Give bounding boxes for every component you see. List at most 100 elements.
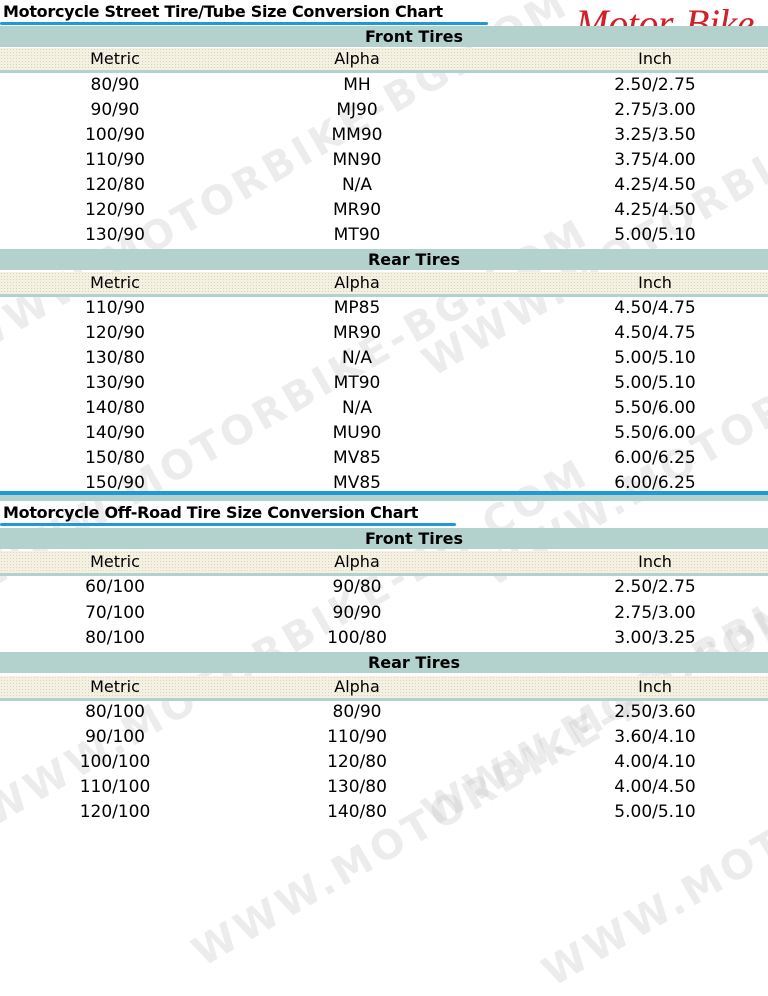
- rear-tires-header: Rear Tires: [0, 249, 768, 270]
- inch-cell: 4.00/4.10: [614, 752, 696, 772]
- metric-cell: 90/100: [85, 727, 145, 747]
- alpha-cell: 100/80: [327, 628, 387, 648]
- table-row: 120/100 140/80 5.00/5.10: [0, 800, 768, 825]
- metric-header: Metric: [90, 49, 140, 68]
- alpha-cell: MR90: [332, 323, 382, 343]
- metric-cell: 80/100: [85, 702, 145, 722]
- metric-cell: 150/90: [85, 473, 145, 493]
- alpha-cell: N/A: [341, 348, 373, 368]
- table-row: 140/80 N/A 5.50/6.00: [0, 396, 768, 421]
- metric-cell: 140/90: [85, 423, 145, 443]
- inch-header: Inch: [638, 552, 672, 571]
- metric-header: Metric: [90, 273, 140, 292]
- alpha-cell: MU90: [332, 423, 382, 443]
- table-row: 120/90 MR90 4.50/4.75: [0, 321, 768, 346]
- inch-header: Inch: [638, 273, 672, 292]
- alpha-cell: N/A: [341, 175, 373, 195]
- inch-header: Inch: [638, 49, 672, 68]
- metric-cell: 70/100: [85, 602, 145, 623]
- inch-cell: 3.75/4.00: [614, 150, 696, 170]
- section-label: Front Tires: [364, 27, 464, 46]
- inch-cell: 2.75/3.00: [614, 100, 696, 120]
- inch-cell: 5.50/6.00: [614, 423, 696, 443]
- metric-cell: 100/100: [79, 752, 151, 772]
- inch-cell: 4.50/4.75: [614, 323, 696, 343]
- section-label: Rear Tires: [367, 250, 461, 269]
- inch-cell: 2.75/3.00: [614, 602, 696, 623]
- metric-cell: 80/90: [90, 75, 140, 95]
- metric-cell: 130/80: [85, 348, 145, 368]
- alpha-header: Alpha: [334, 677, 380, 696]
- metric-cell: 110/90: [85, 150, 145, 170]
- inch-cell: 5.50/6.00: [614, 398, 696, 418]
- section-label: Front Tires: [364, 529, 464, 548]
- table-row: 80/100 80/90 2.50/3.60: [0, 700, 768, 725]
- inch-cell: 5.00/5.10: [614, 348, 696, 368]
- inch-cell: 4.25/4.50: [614, 175, 696, 195]
- metric-cell: 120/80: [85, 175, 145, 195]
- alpha-cell: MR90: [332, 200, 382, 220]
- section-band: [0, 495, 768, 501]
- table-row: 140/90 MU90 5.50/6.00: [0, 421, 768, 446]
- inch-cell: 6.00/6.25: [614, 473, 696, 493]
- metric-cell: 120/90: [85, 200, 145, 220]
- metric-header: Metric: [90, 552, 140, 571]
- table-row: 90/90 MJ90 2.75/3.00: [0, 98, 768, 123]
- metric-cell: 120/90: [85, 323, 145, 343]
- section-label: Rear Tires: [367, 653, 461, 672]
- table-row: 80/90 MH 2.50/2.75: [0, 73, 768, 98]
- inch-cell: 5.00/5.10: [614, 373, 696, 393]
- inch-cell: 3.25/3.50: [614, 125, 696, 145]
- table-row: 70/100 90/90 2.75/3.00: [0, 601, 768, 626]
- alpha-cell: MJ90: [336, 100, 378, 120]
- metric-cell: 80/100: [85, 628, 145, 648]
- alpha-cell: 90/80: [332, 577, 382, 597]
- table-row: 110/90 MN90 3.75/4.00: [0, 148, 768, 173]
- section-divider: [0, 491, 768, 495]
- metric-cell: 130/90: [85, 225, 145, 245]
- alpha-header: Alpha: [334, 273, 380, 292]
- offroad-chart-title: Motorcycle Off-Road Tire Size Conversion…: [3, 503, 419, 522]
- front-tires-header: Front Tires: [0, 26, 768, 47]
- inch-cell: 2.50/2.75: [614, 577, 696, 597]
- alpha-header: Alpha: [334, 49, 380, 68]
- table-row: 130/80 N/A 5.00/5.10: [0, 346, 768, 371]
- metric-cell: 100/90: [85, 125, 145, 145]
- metric-cell: 90/90: [90, 100, 140, 120]
- alpha-cell: MM90: [331, 125, 383, 145]
- title-underline: [0, 523, 456, 526]
- metric-cell: 150/80: [85, 448, 145, 468]
- inch-cell: 4.50/4.75: [614, 298, 696, 318]
- alpha-cell: MH: [343, 75, 371, 95]
- table-row: 90/100 110/90 3.60/4.10: [0, 725, 768, 750]
- inch-cell: 3.60/4.10: [614, 727, 696, 747]
- alpha-cell: 80/90: [332, 702, 382, 722]
- alpha-cell: N/A: [341, 398, 373, 418]
- column-headers: Metric Alpha Inch: [0, 676, 768, 701]
- inch-cell: 2.50/2.75: [614, 75, 696, 95]
- inch-cell: 6.00/6.25: [614, 448, 696, 468]
- metric-cell: 110/100: [79, 777, 151, 797]
- inch-header: Inch: [638, 677, 672, 696]
- alpha-cell: MP85: [333, 298, 381, 318]
- title-underline: [0, 22, 488, 25]
- table-row: 110/90 MP85 4.50/4.75: [0, 296, 768, 321]
- table-row: 110/100 130/80 4.00/4.50: [0, 775, 768, 800]
- inch-cell: 5.00/5.10: [614, 225, 696, 245]
- column-headers: Metric Alpha Inch: [0, 272, 768, 297]
- table-row: 130/90 MT90 5.00/5.10: [0, 223, 768, 248]
- metric-cell: 110/90: [85, 298, 145, 318]
- column-headers: Metric Alpha Inch: [0, 551, 768, 576]
- table-row: 60/100 90/80 2.50/2.75: [0, 575, 768, 600]
- table-row: 120/90 MR90 4.25/4.50: [0, 198, 768, 223]
- column-headers: Metric Alpha Inch: [0, 48, 768, 73]
- alpha-cell: 120/80: [327, 752, 387, 772]
- alpha-cell: MN90: [332, 150, 382, 170]
- inch-cell: 4.00/4.50: [614, 777, 696, 797]
- metric-header: Metric: [90, 677, 140, 696]
- alpha-cell: MV85: [333, 448, 381, 468]
- alpha-cell: MT90: [333, 225, 381, 245]
- alpha-cell: MV85: [333, 473, 381, 493]
- table-row: 150/80 MV85 6.00/6.25: [0, 446, 768, 471]
- table-row: 120/80 N/A 4.25/4.50: [0, 173, 768, 198]
